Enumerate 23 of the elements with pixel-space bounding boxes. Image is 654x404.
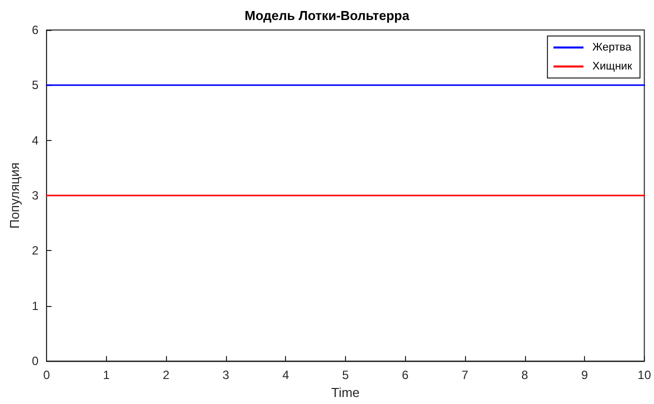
y-tick-label: 5 — [32, 78, 39, 92]
y-tick-label: 3 — [32, 188, 39, 203]
x-tick-label: 7 — [462, 368, 469, 382]
legend-label: Хищник — [592, 60, 632, 72]
y-tick-label: 0 — [32, 354, 39, 368]
x-tick-label: 0 — [43, 368, 50, 382]
y-tick-label: 4 — [32, 133, 39, 148]
x-tick-label: 10 — [638, 368, 652, 382]
x-axis-title: Time — [331, 385, 360, 400]
x-tick-label: 4 — [282, 368, 290, 382]
y-tick-label: 6 — [32, 23, 39, 37]
x-tick-label: 6 — [402, 368, 409, 382]
legend-label: Жертва — [592, 42, 632, 54]
y-axis-title: Популяция — [7, 162, 22, 229]
x-tick-label: 2 — [162, 368, 170, 382]
y-tick-label: 1 — [32, 298, 39, 313]
x-tick-label: 8 — [521, 368, 528, 382]
x-tick-label: 1 — [103, 368, 110, 382]
y-tick-label: 2 — [32, 244, 39, 258]
x-tick-label: 3 — [222, 368, 230, 382]
chart-title: Модель Лотки-Вольтерра — [244, 8, 410, 23]
x-tick-label: 5 — [342, 368, 350, 382]
x-tick-label: 9 — [581, 368, 588, 382]
